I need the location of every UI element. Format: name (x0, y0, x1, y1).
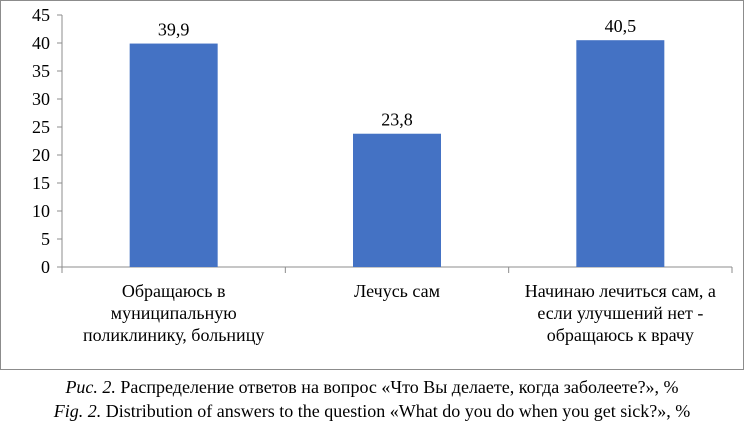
caption-english: Fig. 2. Distribution of answers to the q… (0, 400, 744, 422)
bar-value-label: 39,9 (158, 20, 190, 40)
caption-russian-text: Распределение ответов на вопрос «Что Вы … (115, 377, 679, 397)
bar-value-label: 23,8 (381, 110, 413, 130)
x-category-label: Начинаю лечиться сам, а (525, 281, 716, 301)
bar (129, 43, 218, 268)
y-tick-label: 45 (32, 5, 50, 25)
caption-russian-label: Рис. 2. (65, 377, 116, 397)
y-tick-label: 0 (41, 257, 50, 277)
x-category-label: муниципальную (111, 303, 237, 323)
y-tick-label: 15 (32, 173, 50, 193)
x-category-label: Лечусь сам (354, 281, 440, 301)
bar-chart: 0 5 10 15 20 25 30 35 40 45 39,9 Обращаюсь вмуницип… (32, 5, 733, 345)
bar (353, 133, 441, 267)
x-category-label: поликлинику, больницу (83, 325, 264, 345)
caption-russian: Рис. 2. Распределение ответов на вопрос … (0, 376, 744, 398)
x-category-label: обращаюсь к врачу (547, 325, 694, 345)
bar (576, 40, 665, 268)
y-tick-label: 35 (32, 61, 50, 81)
y-tick-label: 30 (32, 89, 50, 109)
bar-value-label: 40,5 (605, 16, 637, 36)
caption-english-label: Fig. 2. (53, 401, 102, 421)
x-category-label: Обращаюсь в (122, 281, 226, 301)
y-tick-label: 25 (32, 117, 50, 137)
y-tick-label: 40 (32, 33, 50, 53)
y-tick-label: 10 (32, 201, 50, 221)
x-category-label: если улучшений нет - (537, 303, 703, 323)
caption-english-text: Distribution of answers to the question … (101, 401, 691, 421)
y-tick-label: 5 (41, 229, 50, 249)
y-tick-label: 20 (32, 145, 50, 165)
